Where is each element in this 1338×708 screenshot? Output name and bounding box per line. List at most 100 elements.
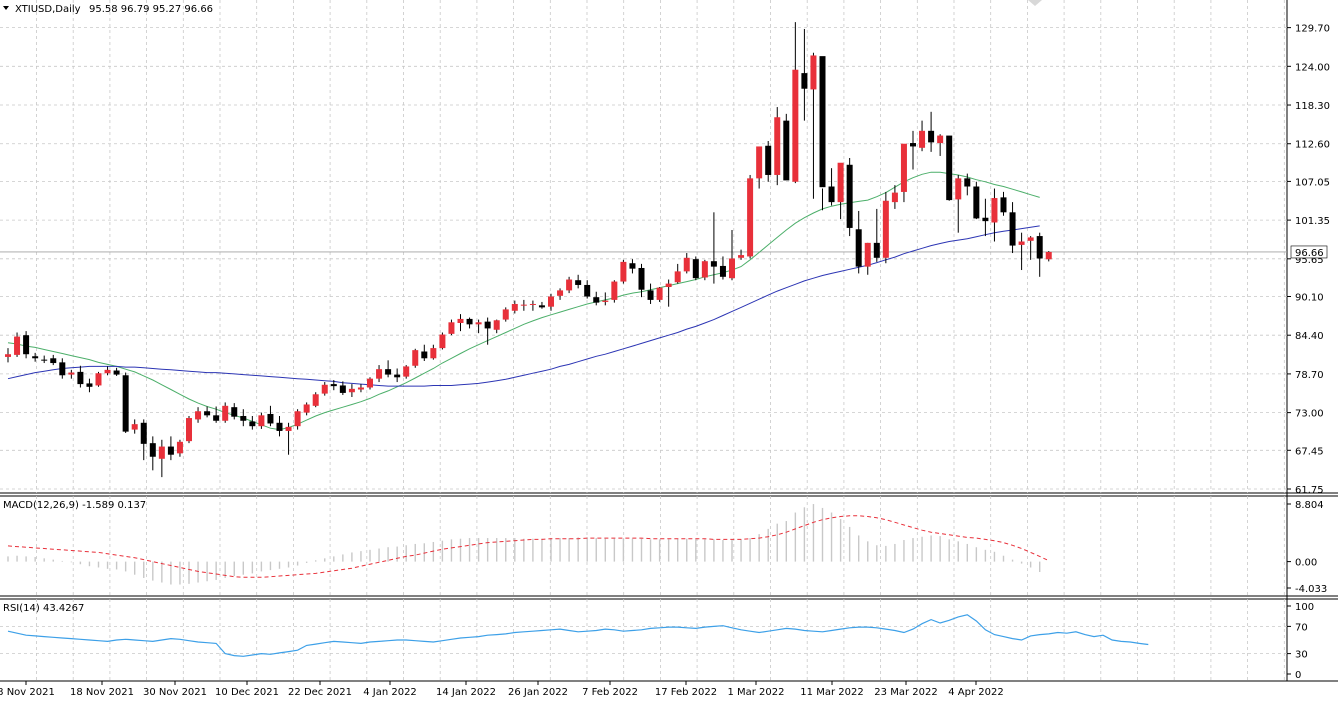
candle[interactable] (584, 280, 591, 299)
candle[interactable] (864, 242, 871, 275)
candle[interactable] (457, 314, 464, 332)
candle[interactable] (774, 107, 781, 186)
candle[interactable] (195, 407, 202, 423)
candle[interactable] (466, 317, 473, 329)
candle[interactable] (647, 283, 654, 304)
candle[interactable] (611, 280, 618, 303)
candle[interactable] (520, 299, 527, 311)
candle[interactable] (502, 307, 509, 322)
collapse-arrow-icon[interactable] (3, 6, 9, 10)
candle[interactable] (855, 210, 862, 274)
candle[interactable] (602, 292, 609, 306)
candle[interactable] (86, 378, 93, 393)
candle[interactable] (321, 382, 328, 396)
candle[interactable] (683, 253, 690, 274)
candle[interactable] (1009, 202, 1016, 254)
candle[interactable] (357, 384, 364, 393)
candle[interactable] (348, 384, 355, 397)
candle[interactable] (529, 300, 536, 311)
candle[interactable] (376, 365, 383, 383)
candle[interactable] (95, 371, 102, 387)
candle[interactable] (620, 259, 627, 284)
candle[interactable] (783, 113, 790, 181)
candle[interactable] (946, 135, 953, 201)
candle[interactable] (1018, 232, 1025, 271)
candle[interactable] (955, 174, 962, 233)
candle[interactable] (928, 111, 935, 152)
candle[interactable] (1045, 251, 1052, 262)
candle[interactable] (41, 355, 48, 364)
candle[interactable] (1000, 191, 1007, 216)
candle[interactable] (819, 56, 826, 211)
candle[interactable] (421, 344, 428, 362)
candle[interactable] (982, 198, 989, 237)
candle[interactable] (765, 141, 772, 182)
rsi-panel[interactable] (7, 614, 1149, 657)
candle[interactable] (937, 134, 944, 156)
candle[interactable] (186, 416, 192, 444)
candle[interactable] (14, 332, 21, 357)
candle[interactable] (167, 436, 174, 461)
macd-panel[interactable] (7, 504, 1049, 585)
candle[interactable] (701, 259, 708, 281)
candle[interactable] (1036, 232, 1043, 277)
candle[interactable] (367, 377, 373, 390)
candle[interactable] (719, 256, 726, 280)
candle[interactable] (122, 372, 129, 433)
candle[interactable] (294, 409, 301, 430)
candle[interactable] (32, 352, 39, 362)
candle[interactable] (176, 439, 183, 457)
candle[interactable] (240, 409, 247, 427)
candle[interactable] (538, 301, 545, 309)
candle[interactable] (5, 348, 11, 363)
candle[interactable] (77, 365, 84, 388)
candle[interactable] (629, 259, 636, 274)
candle[interactable] (873, 208, 880, 262)
candles[interactable] (5, 22, 1052, 478)
candle[interactable] (810, 52, 817, 199)
candle[interactable] (403, 365, 410, 379)
candle[interactable] (710, 212, 717, 284)
candle[interactable] (891, 185, 898, 209)
candle[interactable] (104, 366, 111, 376)
candle[interactable] (910, 130, 916, 170)
candle[interactable] (339, 381, 346, 395)
candle[interactable] (439, 332, 446, 350)
candle[interactable] (285, 422, 292, 455)
candle[interactable] (312, 392, 319, 408)
candle[interactable] (566, 276, 573, 294)
candle[interactable] (674, 263, 681, 284)
candle[interactable] (222, 402, 229, 423)
candle[interactable] (738, 249, 745, 260)
candle[interactable] (412, 348, 419, 368)
candle[interactable] (475, 319, 482, 334)
candle[interactable] (846, 157, 853, 237)
candle[interactable] (919, 120, 926, 152)
candle[interactable] (792, 22, 799, 184)
candle[interactable] (692, 256, 699, 281)
candle[interactable] (837, 162, 844, 220)
candle[interactable] (828, 168, 835, 206)
scroll-marker-icon[interactable] (1028, 0, 1042, 6)
candle[interactable] (557, 288, 564, 300)
candle[interactable] (430, 344, 437, 360)
candle[interactable] (973, 181, 980, 220)
candle[interactable] (656, 286, 663, 302)
candle[interactable] (1027, 236, 1034, 260)
candle[interactable] (665, 279, 672, 307)
candle[interactable] (330, 380, 337, 391)
candle[interactable] (801, 28, 808, 121)
candle[interactable] (394, 368, 401, 383)
candle[interactable] (484, 317, 491, 345)
candle[interactable] (113, 367, 120, 376)
candle[interactable] (638, 263, 645, 298)
candle[interactable] (258, 412, 265, 429)
candle[interactable] (991, 188, 998, 242)
candle[interactable] (747, 174, 754, 259)
candle[interactable] (267, 405, 274, 427)
candle[interactable] (448, 319, 455, 336)
candle[interactable] (140, 419, 147, 461)
candle[interactable] (213, 406, 220, 423)
candle[interactable] (68, 369, 75, 379)
candle[interactable] (50, 354, 57, 366)
